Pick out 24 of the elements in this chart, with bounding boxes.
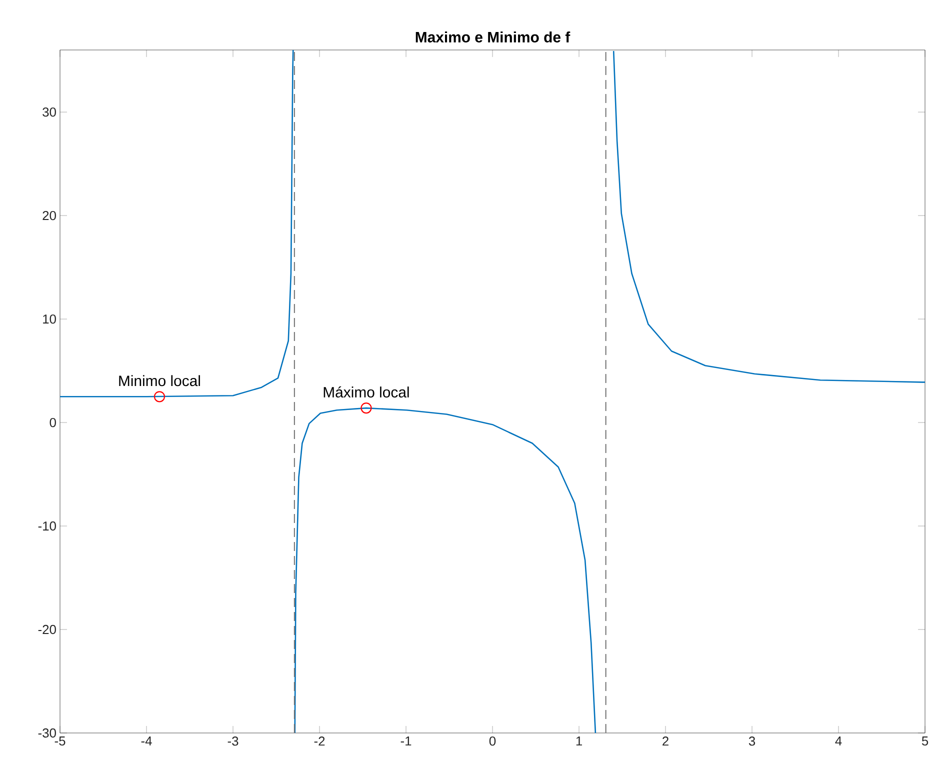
y-tick-label: 10 — [43, 314, 56, 324]
y-tick-label: -20 — [38, 624, 56, 634]
y-tick-label: -30 — [38, 728, 56, 738]
x-tick-label: 5 — [922, 736, 928, 746]
y-tick-label: 30 — [42, 107, 56, 117]
x-tick-label: 0 — [489, 736, 496, 746]
x-tick-label: -3 — [228, 736, 238, 746]
line-series — [60, 50, 294, 398]
y-tick-label: 0 — [50, 418, 56, 428]
annotation: Máximo local — [324, 386, 409, 398]
chart-title: Maximo e Minimo de f — [416, 32, 570, 42]
x-tick-label: 2 — [662, 736, 668, 746]
y-tick-label: -10 — [38, 521, 56, 531]
x-tick-label: -1 — [400, 736, 412, 746]
x-tick-label: 1 — [576, 736, 582, 746]
x-tick-label: -2 — [314, 736, 325, 746]
line-series — [294, 407, 596, 733]
x-tick-label: -4 — [141, 736, 152, 746]
x-tick-label: -5 — [54, 736, 66, 746]
annotation: Minimo local — [119, 375, 200, 386]
x-tick-label: 3 — [748, 736, 756, 746]
line-series — [612, 50, 926, 383]
x-tick-label: 4 — [835, 736, 842, 746]
y-tick-label: 20 — [42, 210, 56, 220]
